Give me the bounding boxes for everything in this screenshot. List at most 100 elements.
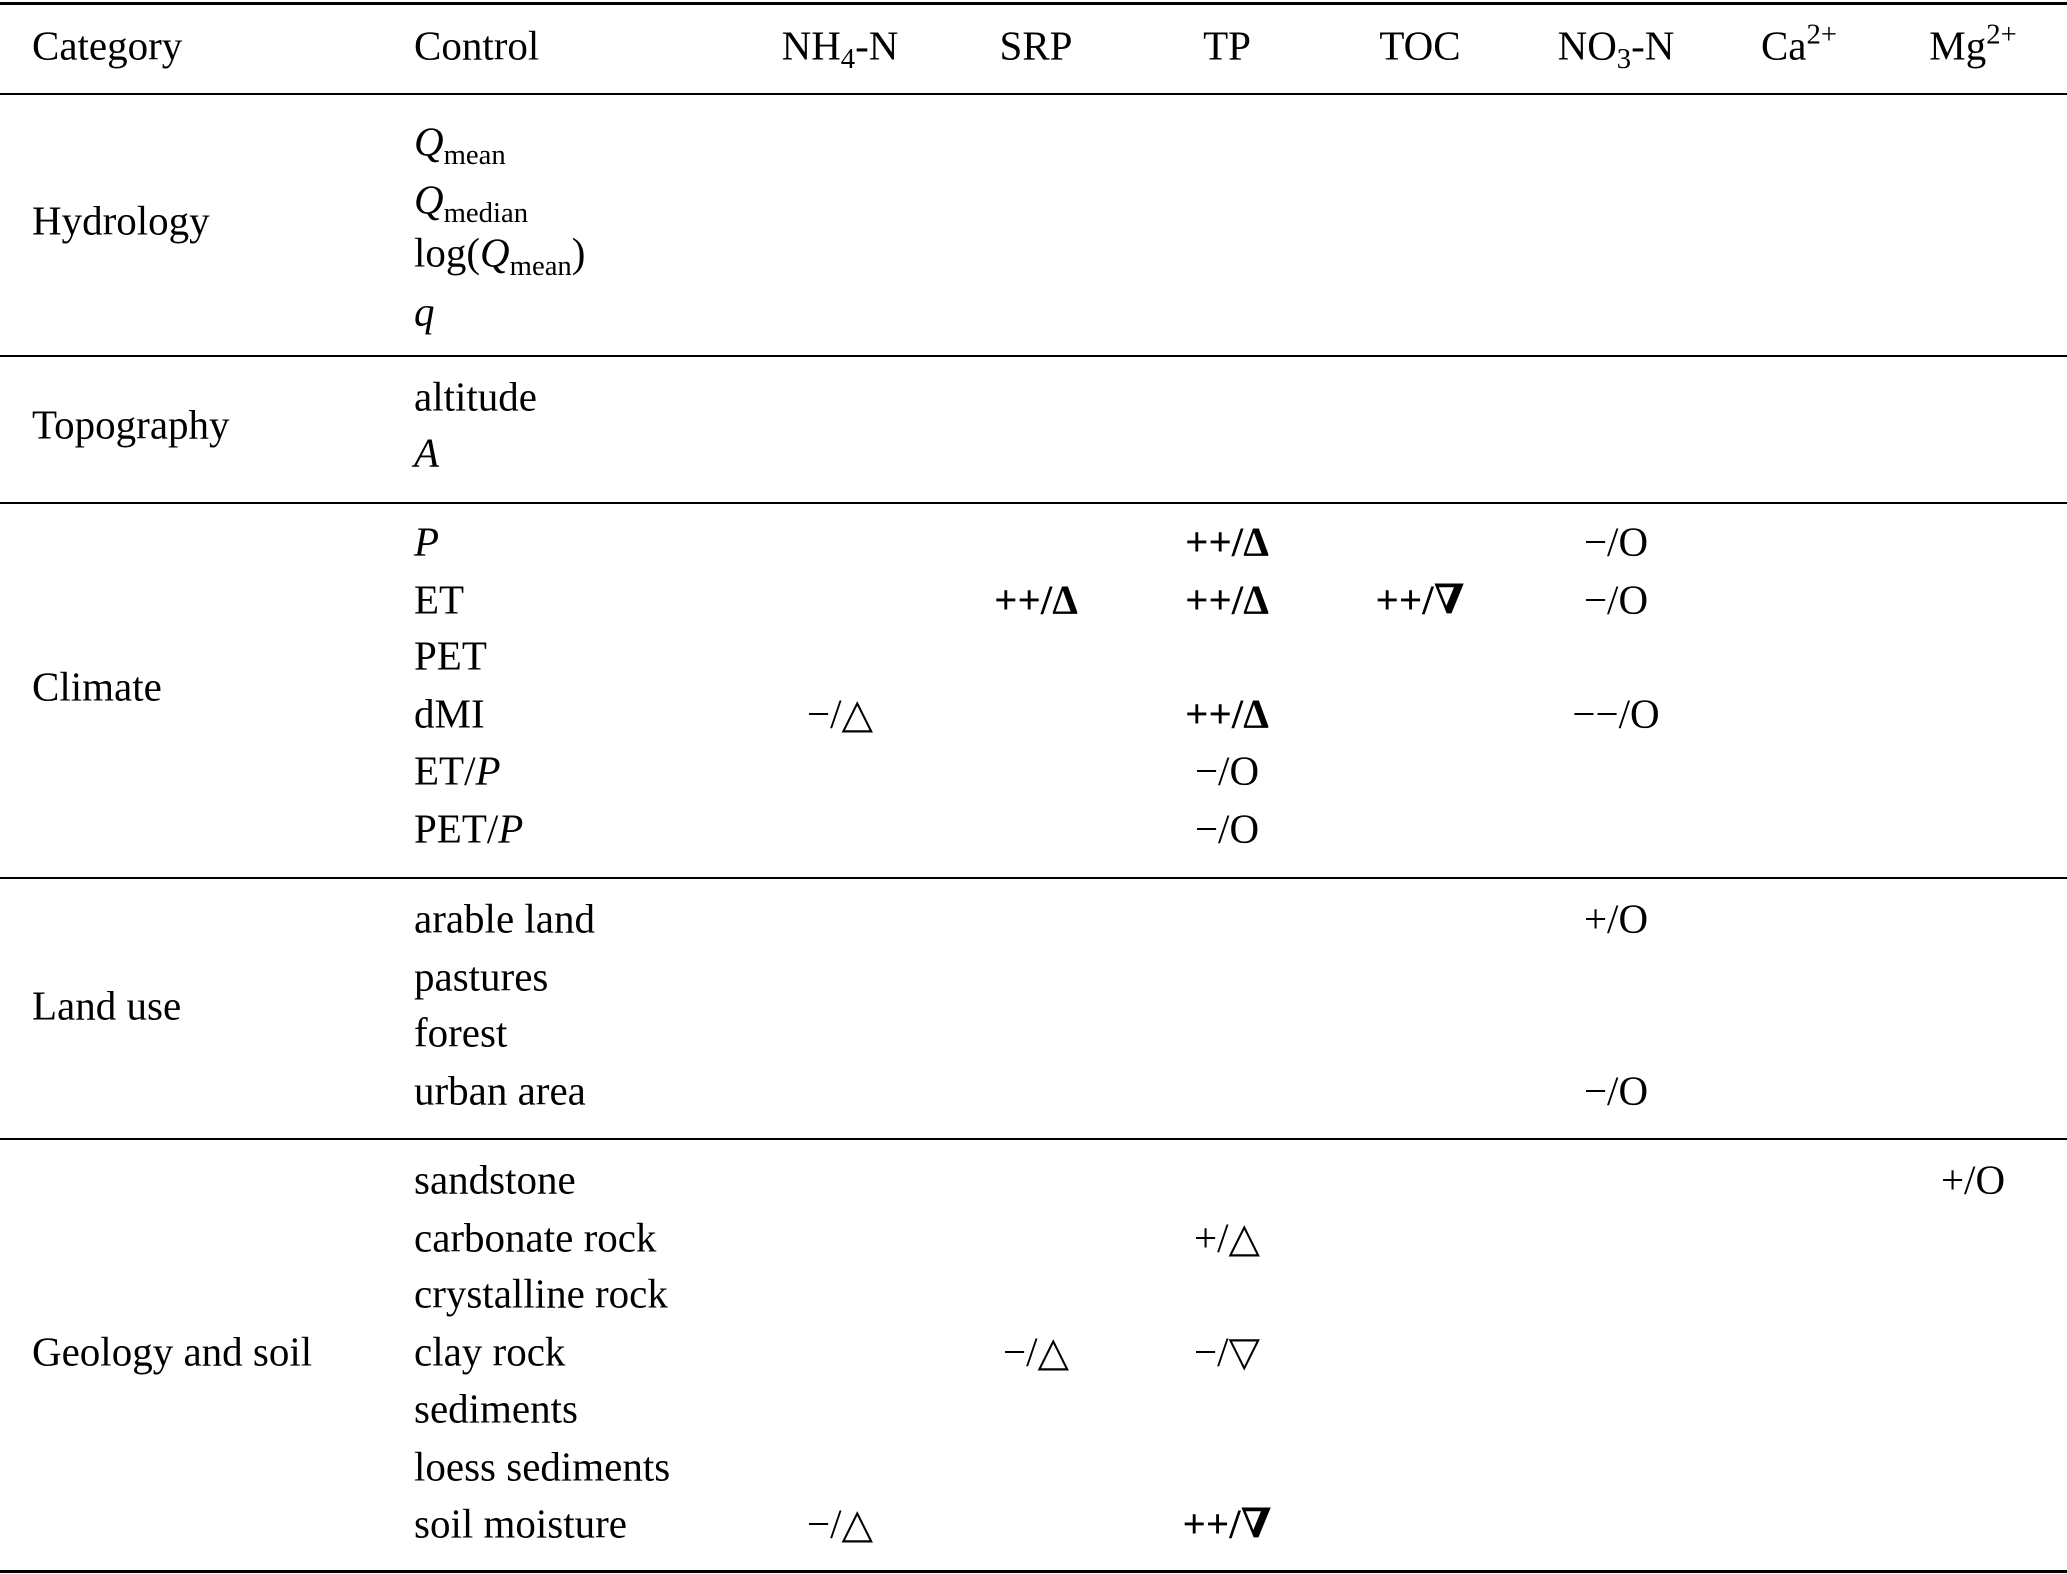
text-part: arable land [414, 895, 595, 942]
control-label: urban area [414, 1067, 586, 1114]
effect-cell-no3: +/O [1583, 895, 1649, 942]
control-label: arable land [414, 895, 595, 942]
control-label: sandstone [414, 1156, 576, 1203]
section-divider [0, 355, 2067, 357]
text-part: NH [781, 22, 841, 69]
header-nh4: NH4-N [781, 22, 899, 73]
effect-cell-srp: ++/Δ [994, 576, 1078, 623]
effect-cell-tp: ++/Δ [1185, 576, 1269, 623]
effect-cell-toc: ++/∇ [1375, 576, 1465, 623]
effect-cell-srp: −/△ [1002, 1328, 1070, 1375]
text-part: soil moisture [414, 1500, 627, 1547]
text-part: 3 [1616, 43, 1632, 76]
control-label: loess sediments [414, 1443, 671, 1490]
effect-cell-nh4: −/△ [806, 1500, 874, 1547]
control-label: P [414, 518, 440, 565]
text-part: SRP [999, 22, 1073, 69]
text-part: loess sediments [414, 1443, 671, 1490]
text-part: 2+ [1986, 18, 2017, 51]
control-label: soil moisture [414, 1500, 627, 1547]
text-part: 2+ [1806, 18, 1838, 51]
section-divider [0, 502, 2067, 504]
control-label: q [414, 291, 435, 333]
text-part: median [443, 197, 529, 230]
effect-cell-no3: −−/O [1572, 690, 1660, 737]
text-part: altitude [414, 373, 537, 420]
text-part: 4 [840, 43, 856, 76]
control-label: clay rock [414, 1328, 566, 1375]
header-toc: TOC [1379, 25, 1460, 67]
category-label: Hydrology [32, 197, 210, 244]
text-part: P [498, 805, 524, 852]
control-label: crystalline rock [414, 1270, 668, 1317]
text-part: Ca [1760, 22, 1807, 69]
text-part: clay rock [414, 1328, 566, 1375]
table-border-rule [0, 2, 2067, 5]
text-part: pastures [414, 953, 549, 1000]
text-part: urban area [414, 1067, 586, 1114]
text-part: carbonate rock [414, 1214, 657, 1261]
section-divider [0, 93, 2067, 95]
header-tp: TP [1203, 22, 1251, 69]
control-label: altitude [414, 373, 537, 420]
effect-cell-tp: ++/Δ [1185, 690, 1269, 737]
control-label: PET [414, 632, 487, 679]
text-part: P [414, 518, 440, 565]
effect-cell-no3: −/O [1583, 518, 1649, 565]
effect-cell-no3: −/O [1583, 576, 1649, 623]
text-part: TP [1203, 22, 1251, 69]
category-label: Geology and soil [32, 1328, 313, 1375]
text-part: dMI [414, 690, 485, 737]
effect-cell-no3: −/O [1583, 1067, 1649, 1114]
control-label: sediments [414, 1385, 578, 1432]
text-part: log( [414, 229, 481, 276]
effect-cell-tp: ++/∇ [1182, 1500, 1272, 1547]
control-label: Qmean [414, 118, 506, 169]
effect-cell-nh4: −/△ [806, 690, 874, 737]
control-label: PET/P [414, 805, 524, 852]
text-part: -N [1631, 22, 1675, 69]
effect-cell-mg: +/O [1940, 1156, 2006, 1203]
text-part: ) [571, 229, 586, 276]
control-label: ET [414, 576, 465, 623]
text-part: sediments [414, 1385, 578, 1432]
header-category: Category [32, 22, 183, 69]
text-part: mean [509, 250, 572, 283]
text-part: forest [414, 1009, 508, 1056]
control-label: forest [414, 1009, 508, 1056]
control-label: ET/P [414, 747, 501, 794]
text-part: sandstone [414, 1156, 576, 1203]
text-part: Q [414, 176, 444, 223]
text-part: ET/ [414, 747, 476, 794]
category-label: Climate [32, 663, 162, 710]
category-label: Topography [32, 401, 230, 448]
header-no3: NO3-N [1557, 22, 1675, 73]
section-divider [0, 877, 2067, 879]
text-part: -N [855, 22, 899, 69]
effect-cell-tp: −/O [1194, 747, 1260, 794]
text-part: Q [480, 229, 510, 276]
text-part: NO [1557, 22, 1617, 69]
control-label: log(Qmean) [414, 229, 586, 280]
effect-cell-tp: +/△ [1193, 1214, 1261, 1261]
control-label: A [414, 429, 440, 476]
effect-cell-tp: −/O [1194, 805, 1260, 852]
header-ca: Ca2+ [1760, 20, 1837, 69]
header-srp: SRP [999, 22, 1073, 69]
section-divider [0, 1138, 2067, 1140]
text-part: ET [414, 576, 465, 623]
text-part: A [414, 429, 440, 476]
control-label: pastures [414, 953, 549, 1000]
header-control: Control [414, 22, 540, 69]
effect-cell-tp: −/▽ [1193, 1328, 1261, 1375]
header-mg: Mg2+ [1929, 20, 2017, 69]
control-label: Qmedian [414, 176, 528, 227]
control-label: dMI [414, 690, 485, 737]
text-part: Q [414, 118, 444, 165]
text-part: crystalline rock [414, 1270, 668, 1317]
category-label: Land use [32, 982, 182, 1029]
text-part: PET [414, 632, 487, 679]
effect-cell-tp: ++/Δ [1185, 518, 1269, 565]
text-part: Mg [1929, 22, 1987, 69]
text-part: PET/ [414, 805, 499, 852]
